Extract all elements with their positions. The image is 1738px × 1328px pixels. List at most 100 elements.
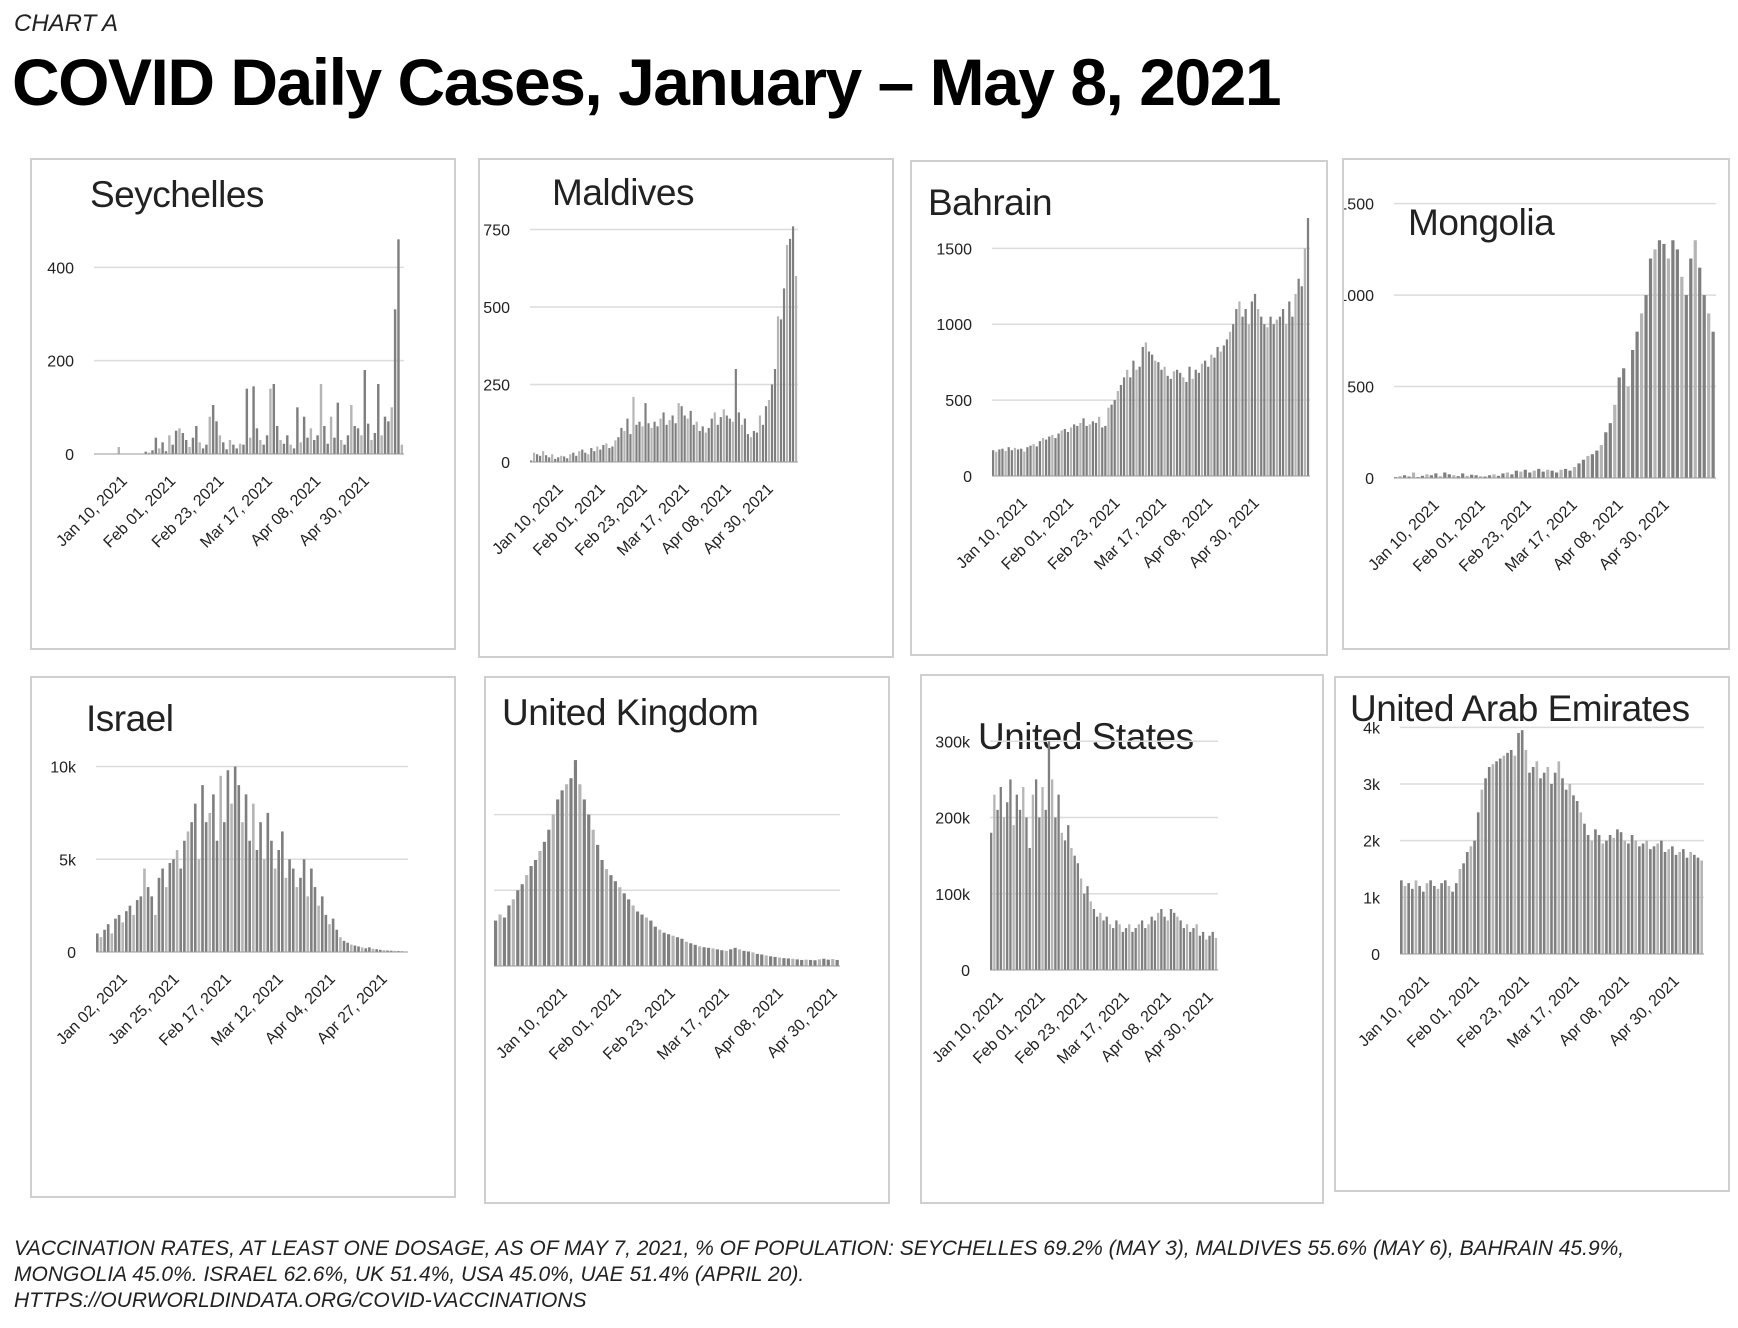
bar	[1492, 474, 1496, 478]
bar	[1278, 316, 1282, 476]
bar	[1137, 924, 1141, 970]
bar	[1244, 309, 1247, 476]
bar	[1645, 840, 1649, 954]
footnote-line: HTTPS://OURWORLDINDATA.ORG/COVID-VACCINA…	[14, 1289, 587, 1312]
bar	[1009, 779, 1012, 971]
bar	[1057, 794, 1060, 971]
bar	[150, 896, 154, 952]
bar	[1057, 433, 1060, 476]
bar	[1487, 475, 1492, 478]
bar	[215, 840, 219, 952]
bar	[306, 437, 309, 454]
bar	[554, 458, 557, 462]
bar	[695, 421, 698, 462]
bar	[1067, 825, 1070, 971]
bar	[1010, 450, 1013, 476]
bar	[1205, 939, 1208, 970]
bar	[266, 812, 270, 952]
bar	[599, 449, 602, 462]
bar	[1470, 474, 1474, 478]
bar	[596, 446, 599, 462]
bar	[992, 450, 995, 476]
footnote-line: VACCINATION RATES, AT LEAST ONE DOSAGE, …	[14, 1237, 1625, 1260]
bar	[671, 415, 674, 462]
bar	[375, 949, 378, 952]
bar	[1022, 787, 1025, 970]
bar	[520, 884, 524, 966]
bar	[1102, 920, 1105, 970]
bar	[1207, 366, 1210, 476]
bar	[1663, 852, 1667, 954]
bar	[1079, 422, 1082, 476]
bar	[1498, 758, 1502, 954]
bar	[1653, 249, 1657, 478]
bar	[128, 905, 132, 952]
bar	[282, 443, 286, 454]
bar	[1095, 916, 1099, 971]
bar	[292, 448, 296, 454]
bar	[530, 460, 533, 462]
bar	[611, 446, 614, 462]
bar	[1420, 475, 1425, 478]
bar	[1532, 470, 1536, 478]
bar	[689, 410, 692, 462]
bar	[1626, 386, 1630, 478]
bar	[1541, 471, 1545, 478]
bar	[1443, 880, 1447, 954]
bar	[1407, 883, 1410, 954]
bar	[197, 859, 201, 952]
bar	[366, 423, 370, 454]
bar	[1440, 883, 1443, 954]
bar	[1250, 301, 1253, 476]
bar	[1002, 817, 1006, 970]
bar	[306, 896, 310, 952]
bar	[1132, 360, 1135, 476]
bar	[279, 440, 282, 454]
y-tick-label: 5k	[59, 852, 77, 869]
bar	[817, 959, 822, 966]
bar	[627, 899, 631, 966]
bar	[620, 427, 623, 462]
bar	[617, 437, 620, 462]
x-tick-label: Jan 10, 2021	[489, 481, 567, 559]
y-tick-label: 250	[483, 378, 510, 395]
bar	[764, 955, 768, 966]
bar	[1211, 931, 1214, 971]
x-tick-label: Jan 10, 2021	[929, 989, 1007, 1067]
bar	[770, 384, 774, 462]
bar	[245, 388, 249, 454]
bar	[377, 384, 380, 454]
bar	[1438, 476, 1442, 478]
bar	[593, 451, 596, 462]
bar	[1163, 916, 1166, 971]
bar	[653, 926, 657, 966]
bar	[1214, 937, 1218, 970]
bar	[1185, 924, 1189, 970]
bar	[1153, 920, 1157, 970]
bar	[175, 850, 179, 952]
bar	[990, 832, 993, 970]
bar	[507, 905, 511, 966]
bar	[125, 911, 128, 952]
bar	[566, 458, 569, 462]
bar	[769, 956, 773, 966]
bar	[1631, 349, 1635, 478]
bar	[157, 877, 161, 952]
bar	[212, 794, 215, 952]
bar	[650, 427, 653, 462]
bar	[533, 452, 536, 462]
bar	[106, 924, 110, 952]
bar	[596, 844, 600, 966]
chart-kicker: CHART A	[14, 10, 119, 37]
bar	[1079, 878, 1083, 970]
bar	[511, 899, 515, 966]
bar	[656, 426, 659, 462]
bar	[826, 959, 830, 966]
bar	[1682, 849, 1685, 954]
bar	[542, 451, 545, 462]
bar	[1038, 441, 1041, 476]
bar	[1094, 422, 1098, 476]
bar	[701, 426, 704, 462]
